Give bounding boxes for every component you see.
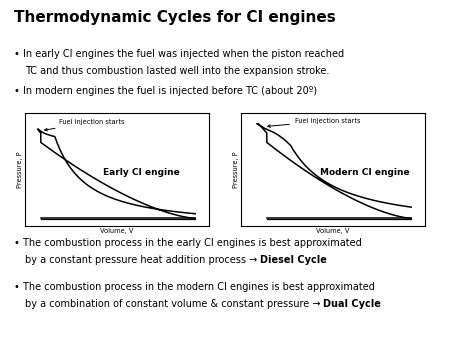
- Text: • In early CI engines the fuel was injected when the piston reached: • In early CI engines the fuel was injec…: [14, 49, 344, 59]
- Text: • The combustion process in the modern CI engines is best approximated: • The combustion process in the modern C…: [14, 282, 374, 292]
- Text: Modern CI engine: Modern CI engine: [320, 168, 409, 177]
- X-axis label: Volume, V: Volume, V: [100, 228, 134, 234]
- Text: Fuel injection starts: Fuel injection starts: [268, 118, 360, 127]
- Text: by a combination of constant volume & constant pressure →: by a combination of constant volume & co…: [25, 299, 324, 309]
- Text: • The combustion process in the early CI engines is best approximated: • The combustion process in the early CI…: [14, 238, 361, 248]
- Text: Thermodynamic Cycles for CI engines: Thermodynamic Cycles for CI engines: [14, 10, 335, 25]
- Text: TC and thus combustion lasted well into the expansion stroke.: TC and thus combustion lasted well into …: [25, 66, 329, 76]
- Text: Diesel Cycle: Diesel Cycle: [260, 255, 327, 265]
- Text: Dual Cycle: Dual Cycle: [324, 299, 381, 309]
- Text: Fuel injection starts: Fuel injection starts: [45, 119, 124, 131]
- Text: Early CI engine: Early CI engine: [103, 168, 180, 177]
- X-axis label: Volume, V: Volume, V: [316, 228, 350, 234]
- Y-axis label: Pressure, P: Pressure, P: [234, 151, 239, 188]
- Y-axis label: Pressure, P: Pressure, P: [18, 151, 23, 188]
- Text: by a constant pressure heat addition process →: by a constant pressure heat addition pro…: [25, 255, 260, 265]
- Text: • In modern engines the fuel is injected before TC (about 20º): • In modern engines the fuel is injected…: [14, 86, 317, 96]
